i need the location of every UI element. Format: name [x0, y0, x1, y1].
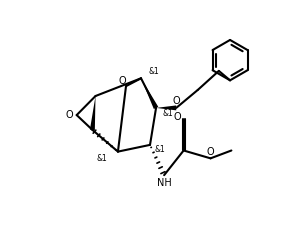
Text: &1: &1 [97, 154, 107, 163]
Polygon shape [141, 78, 158, 109]
Text: O: O [172, 96, 180, 106]
Text: O: O [173, 112, 181, 122]
Text: O: O [207, 147, 214, 157]
Text: &1: &1 [162, 109, 173, 118]
Polygon shape [90, 96, 95, 130]
Polygon shape [156, 105, 176, 110]
Text: &1: &1 [149, 67, 160, 76]
Text: O: O [119, 76, 127, 86]
Text: &1: &1 [155, 145, 166, 154]
Text: NH: NH [158, 178, 172, 188]
Text: O: O [65, 110, 73, 120]
